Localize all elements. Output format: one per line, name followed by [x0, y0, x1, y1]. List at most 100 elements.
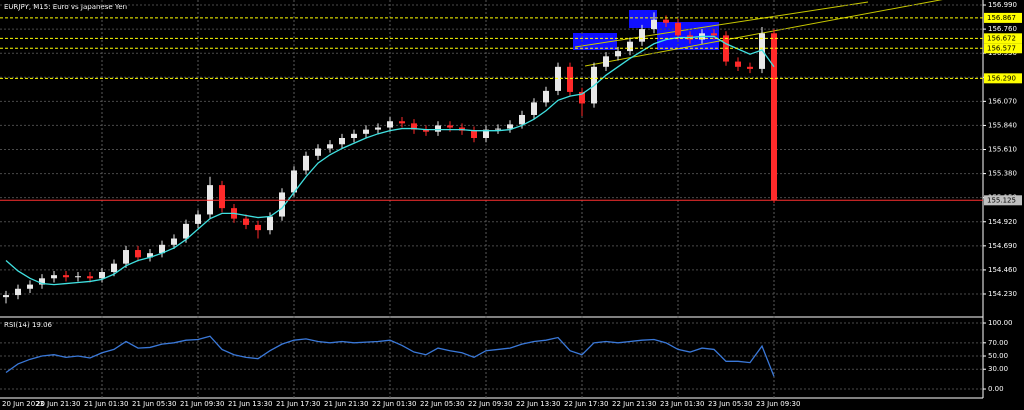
candle-body [159, 244, 165, 254]
candle-body [195, 214, 201, 224]
candle-body [735, 61, 741, 67]
candle-body [39, 278, 45, 285]
candle-body [771, 33, 777, 201]
candle-body [243, 218, 249, 225]
candle-body [303, 155, 309, 171]
candle-body [411, 123, 417, 130]
x-tick-label: 23 Jun 05:30 [708, 400, 752, 408]
level-label-box [984, 33, 1022, 44]
y-tick-label: 155.840 [988, 121, 1017, 129]
candle-body [531, 102, 537, 115]
candle-body [615, 51, 621, 57]
candle-body [171, 238, 177, 245]
candle-body [543, 90, 549, 103]
candle-body [15, 288, 21, 296]
candle-body [471, 130, 477, 139]
x-tick-label: 22 Jun 01:30 [372, 400, 416, 408]
candle-body [627, 41, 633, 52]
level-label: 156.867 [987, 14, 1016, 22]
candle-body [363, 129, 369, 134]
y-tick-label: 0.00 [988, 385, 1004, 393]
candle-body [555, 66, 561, 91]
x-tick-label: 21 Jun 09:30 [180, 400, 224, 408]
candle-body [435, 125, 441, 132]
candle-body [519, 114, 525, 125]
chart-title: EURJPY, M15: Euro vs Japanese Yen [4, 3, 127, 11]
candle-body [255, 224, 261, 231]
candle-body [651, 19, 657, 30]
candle-body [51, 275, 57, 279]
candle-body [279, 192, 285, 217]
candle-body [111, 263, 117, 273]
trend-line [574, 1, 869, 48]
x-tick-label: 21 Jun 13:30 [228, 400, 272, 408]
level-label-box [984, 12, 1022, 23]
y-tick-label: 155.380 [988, 170, 1017, 178]
candle-body [375, 127, 381, 130]
y-tick-label: 156.760 [988, 25, 1017, 33]
candle-body [123, 250, 129, 264]
candle-body [267, 216, 273, 231]
x-tick-label: 22 Jun 09:30 [468, 400, 512, 408]
candle-body [339, 138, 345, 145]
x-tick-label: 21 Jun 21:30 [324, 400, 368, 408]
candle-body [423, 129, 429, 132]
candle-body [447, 125, 453, 128]
x-tick-label: 23 Jun 01:30 [660, 400, 704, 408]
candle-body [315, 148, 321, 156]
highlight-box [629, 10, 657, 28]
x-tick-label: 20 Jun 2023 [2, 400, 44, 408]
x-tick-label: 22 Jun 17:30 [564, 400, 608, 408]
candle-body [219, 185, 225, 209]
y-tick-label: 70.00 [988, 339, 1008, 347]
y-tick-label: 156.990 [988, 1, 1017, 9]
candle-body [747, 66, 753, 69]
candle-body [99, 272, 105, 279]
y-tick-label: 154.230 [988, 290, 1017, 298]
y-tick-label: 154.690 [988, 242, 1017, 250]
x-tick-label: 20 Jun 21:30 [36, 400, 80, 408]
candle-body [387, 121, 393, 128]
y-tick-label: 154.920 [988, 218, 1017, 226]
x-tick-label: 22 Jun 05:30 [420, 400, 464, 408]
level-label: 155.125 [987, 196, 1016, 204]
candle-body [579, 91, 585, 104]
candle-body [147, 253, 153, 258]
x-tick-label: 21 Jun 17:30 [276, 400, 320, 408]
candle-body [3, 295, 9, 298]
y-tick-label: 30.00 [988, 365, 1008, 373]
candle-body [567, 66, 573, 92]
candle-body [399, 121, 405, 124]
candle-body [495, 128, 501, 130]
x-tick-label: 22 Jun 13:30 [516, 400, 560, 408]
candle-body [63, 275, 69, 278]
level-label-box [984, 195, 1022, 206]
candle-body [27, 284, 33, 289]
rsi-title: RSI(14) 19.06 [4, 321, 53, 329]
y-tick-label: 50.00 [988, 352, 1008, 360]
level-label: 156.577 [987, 44, 1016, 52]
candle-body [351, 133, 357, 139]
candle-body [663, 19, 669, 23]
candle-body [87, 276, 93, 279]
candle-body [603, 56, 609, 67]
candle-body [483, 129, 489, 139]
x-tick-label: 23 Jun 09:30 [756, 400, 800, 408]
candle-body [291, 170, 297, 193]
x-tick-label: 22 Jun 21:30 [612, 400, 656, 408]
level-label: 156.290 [987, 74, 1016, 82]
candle-body [183, 223, 189, 239]
candle-body [711, 33, 717, 36]
rsi-line [5, 335, 775, 377]
y-tick-label: 156.070 [988, 97, 1017, 105]
candle-body [135, 250, 141, 258]
y-tick-label: 155.610 [988, 146, 1017, 154]
candle-body [327, 144, 333, 149]
candle-body [507, 124, 513, 129]
candle-body [207, 185, 213, 215]
candle-body [675, 22, 681, 36]
x-tick-label: 21 Jun 05:30 [132, 400, 176, 408]
level-label-box [984, 43, 1022, 54]
